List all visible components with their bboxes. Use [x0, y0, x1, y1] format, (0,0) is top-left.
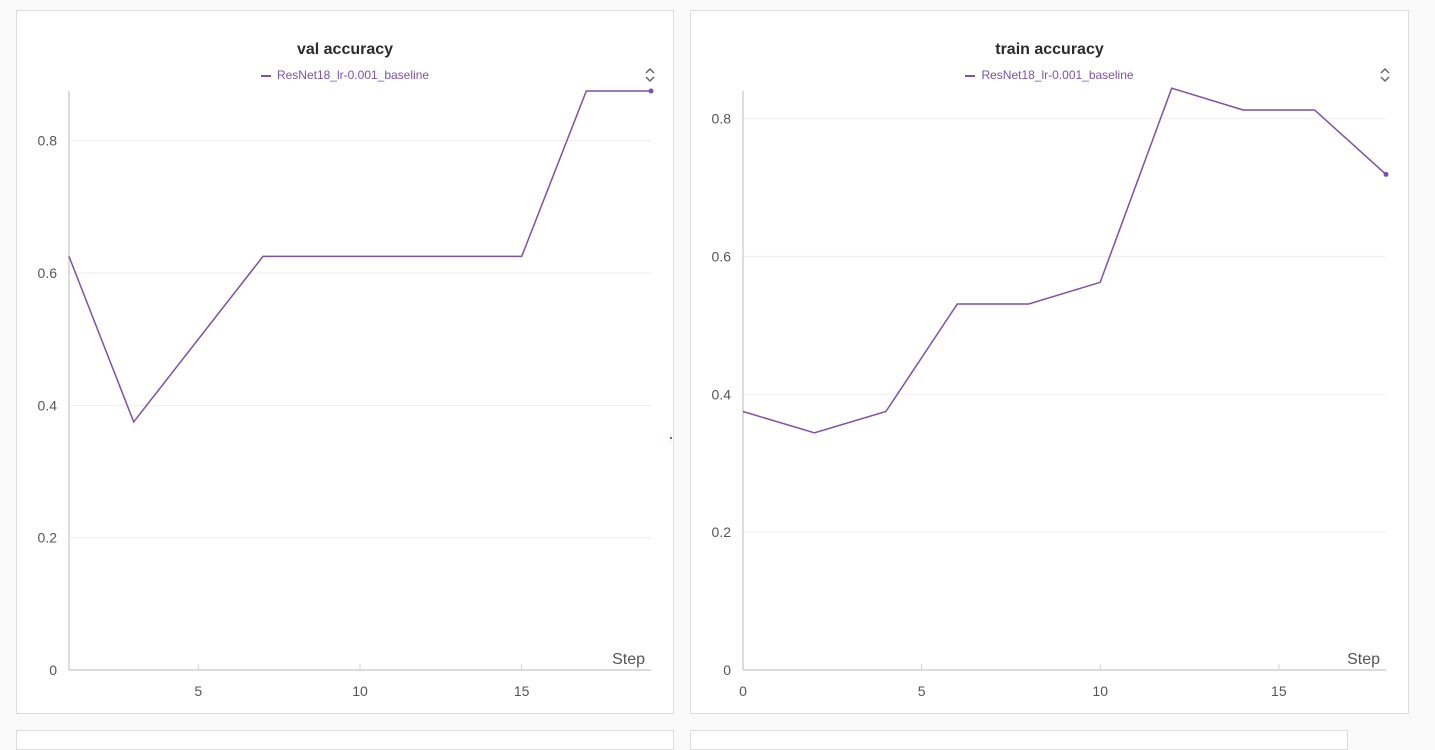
- legend[interactable]: ResNet18_lr-0.001_baseline: [691, 68, 1408, 82]
- x-tick-label: 5: [194, 683, 202, 699]
- y-tick-label: 0.2: [38, 530, 58, 546]
- x-tick-label: 0: [739, 683, 747, 699]
- legend-label: ResNet18_lr-0.001_baseline: [276, 68, 430, 82]
- y-tick-label: 0.8: [38, 133, 58, 149]
- val-accuracy-panel: val accuracy ResNet18_lr-0.001_baseline …: [16, 10, 674, 714]
- sort-icon[interactable]: [1379, 67, 1391, 83]
- x-axis-title: Step: [612, 651, 645, 668]
- legend-label: ResNet18_lr-0.001_baseline: [981, 68, 1134, 82]
- y-tick-label: 0: [723, 662, 731, 678]
- chart-title: train accuracy: [995, 41, 1104, 58]
- legend[interactable]: ResNet18_lr-0.001_baseline: [17, 68, 673, 82]
- x-tick-label: 5: [918, 683, 926, 699]
- x-tick-label: 15: [1271, 683, 1287, 699]
- y-tick-label: 0: [49, 662, 57, 678]
- y-tick-label: 0.6: [712, 248, 732, 264]
- legend-swatch: [965, 74, 976, 77]
- y-tick-label: 0.6: [38, 265, 58, 281]
- x-tick-label: 10: [1092, 683, 1108, 699]
- series-end-point: [1383, 171, 1389, 177]
- val-accuracy-chart: 0 0.2 0.4 0.6 0.8 5 10 15 Step: [38, 88, 672, 699]
- chart-title: val accuracy: [296, 41, 394, 58]
- next-panel-left: [16, 730, 674, 750]
- sort-icon[interactable]: [644, 67, 656, 83]
- x-tick-label: 10: [352, 683, 368, 699]
- y-tick-label: 0.4: [712, 386, 732, 402]
- legend-swatch: [260, 74, 271, 77]
- next-panel-right: [690, 730, 1348, 750]
- train-accuracy-panel: train accuracy ResNet18_lr-0.001_baselin…: [690, 10, 1409, 714]
- y-tick-label: 0.4: [38, 397, 58, 413]
- y-tick-label: 0.8: [712, 111, 732, 127]
- series-end-point: [648, 88, 654, 94]
- x-tick-label: 15: [514, 683, 530, 699]
- x-axis-title: Step: [1347, 651, 1380, 668]
- y-tick-label: 0.2: [712, 524, 732, 540]
- train-accuracy-chart: 0 0.2 0.4 0.6 0.8 0 5 10 15 Step: [712, 87, 1389, 699]
- series-line: [742, 87, 1387, 434]
- series-line: [68, 90, 651, 424]
